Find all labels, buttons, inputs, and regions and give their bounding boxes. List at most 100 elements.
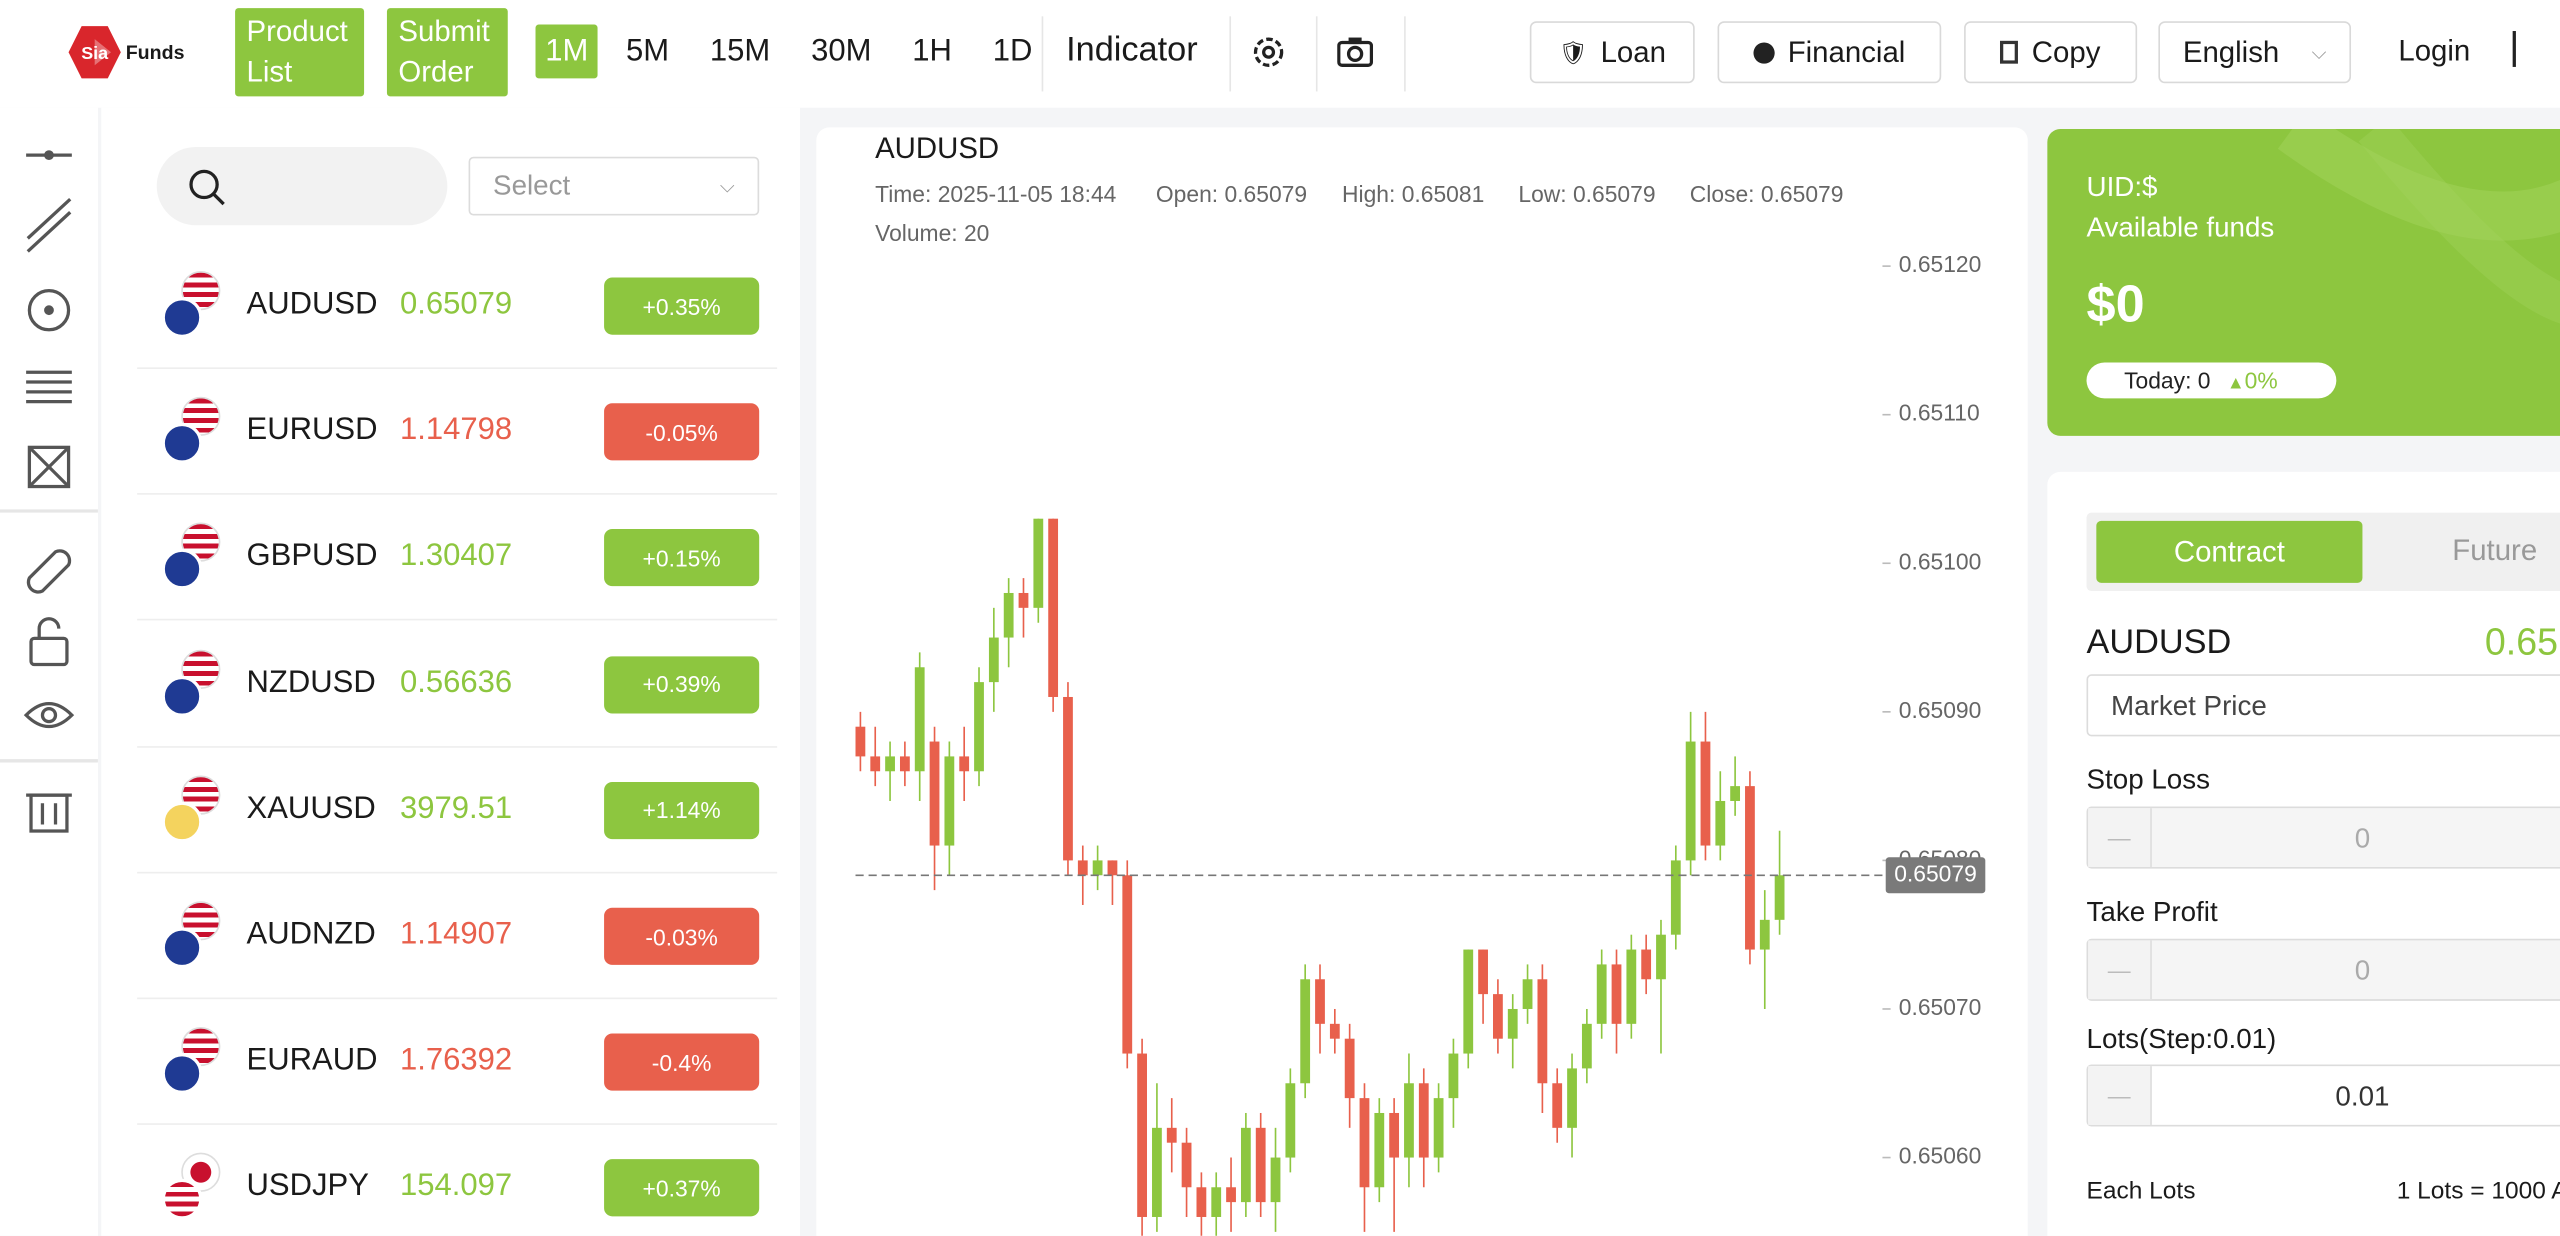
symbol-price: 1.14907 — [399, 917, 513, 952]
y-tick-label: 0.65060 — [1899, 1143, 1982, 1169]
tool-trend-line[interactable] — [26, 197, 72, 253]
loan-button[interactable]: 🛡 Loan — [1529, 21, 1695, 84]
timeframe[interactable]: 5M — [625, 34, 670, 69]
symbol-price: 1.76392 — [399, 1043, 513, 1078]
tool-fib[interactable] — [26, 370, 72, 404]
symbol-name[interactable]: XAUUSD — [246, 791, 376, 826]
settings-icon[interactable] — [1251, 34, 1287, 70]
flag-pair — [161, 397, 224, 466]
candle-body — [1285, 1083, 1296, 1158]
y-tick-label: 0.65090 — [1899, 697, 1982, 723]
each-lots-value: 1 Lots = 1000 A — [2396, 1177, 2560, 1205]
candle-body — [1700, 741, 1711, 846]
minus-button[interactable]: — — [2088, 808, 2152, 867]
tool-delete[interactable] — [26, 793, 72, 833]
symbol-name[interactable]: AUDNZD — [246, 917, 376, 952]
symbol-price: 1.30407 — [399, 539, 513, 574]
stepper-input[interactable]: —0 — [2086, 938, 2560, 1001]
stepper-input[interactable]: —0 — [2086, 806, 2560, 869]
separator — [1404, 16, 1406, 92]
flag — [161, 297, 203, 338]
candle-body — [1226, 1187, 1236, 1203]
candle-body — [1077, 860, 1088, 876]
timeframe[interactable]: 30M — [811, 34, 872, 69]
symbol-name[interactable]: USDJPY — [246, 1169, 369, 1204]
change-badge: -0.05% — [604, 403, 760, 461]
nav-button[interactable]: Submit Order — [386, 8, 508, 97]
tab-active[interactable]: Contract — [2096, 520, 2363, 583]
candle-body — [1107, 860, 1118, 876]
minus-button[interactable]: — — [2088, 1066, 2152, 1125]
y-tick-label: 0.65120 — [1899, 251, 1982, 277]
tool-horizontal-line[interactable] — [26, 150, 72, 160]
last-price-box — [1885, 857, 1986, 894]
tool-pattern[interactable] — [27, 445, 71, 489]
candle-body — [1166, 1127, 1177, 1143]
financial-button[interactable]: Financial — [1717, 21, 1942, 84]
candle-body — [1641, 949, 1652, 980]
card-decoration — [2277, 128, 2560, 324]
tool-visibility[interactable] — [23, 702, 75, 729]
button-label: Financial — [1787, 35, 1906, 68]
symbol-name[interactable]: GBPUSD — [246, 539, 378, 574]
flag — [161, 801, 203, 843]
flag — [161, 1053, 203, 1095]
symbol-price: 0.65079 — [399, 287, 513, 322]
candle-body — [1003, 592, 1014, 638]
button-label: Loan — [1600, 35, 1666, 68]
change-badge: -0.4% — [604, 1033, 760, 1091]
last-price-label: 0.65079 — [1894, 860, 1977, 886]
candle-body — [1745, 786, 1755, 950]
flag-pair — [161, 1027, 224, 1096]
icon: 🛡 — [1558, 38, 1588, 65]
separator — [1229, 16, 1232, 92]
tool-circle[interactable] — [27, 288, 71, 332]
watchlist: Select ⌵ AUDUSD 0.65079 +0.35% EURUSD 1.14798… — [101, 107, 800, 1236]
minus-button[interactable]: — — [2088, 940, 2152, 1000]
uid: UID:$ — [2086, 171, 2158, 203]
timeframe[interactable]: 1H — [912, 34, 952, 69]
candle-body — [1596, 964, 1607, 1024]
symbol-name[interactable]: AUDUSD — [246, 287, 378, 322]
symbol-name[interactable]: EURUSD — [246, 413, 378, 448]
tab[interactable]: Future — [2452, 533, 2538, 567]
indicator-button[interactable]: Indicator — [1066, 31, 1198, 69]
timeframe[interactable]: 15M — [709, 34, 771, 69]
ohlc-info: Low: 0.65079 — [1518, 181, 1655, 207]
drawing-toolbar — [0, 107, 98, 1236]
symbol-name[interactable]: EURAUD — [246, 1043, 378, 1078]
tool-lock[interactable] — [29, 617, 69, 667]
up-arrow: ▲ — [2226, 373, 2245, 394]
language-select[interactable]: English ⌵ — [2158, 21, 2352, 84]
candle-body — [1063, 696, 1073, 861]
today-change: ▲0% — [2227, 367, 2278, 393]
flag-pair — [161, 901, 224, 970]
category-select[interactable]: Select ⌵ — [468, 156, 760, 216]
change-badge: -0.03% — [604, 907, 760, 965]
timeframe[interactable]: 1M — [535, 24, 599, 79]
copy-button[interactable]: Copy — [1964, 21, 2138, 84]
candle-body — [1092, 860, 1103, 876]
tool-magnet[interactable] — [26, 549, 72, 594]
camera-icon[interactable] — [1337, 36, 1374, 69]
candle-body — [1670, 860, 1681, 935]
candle-body — [944, 756, 955, 846]
symbol-name[interactable]: NZDUSD — [246, 665, 376, 700]
stepper-input[interactable]: — 0.01 — [2086, 1064, 2560, 1127]
balance: $0 — [2086, 274, 2145, 334]
logo-text: Sia — [81, 43, 109, 63]
row-divider — [137, 619, 778, 622]
field-label: Lots(Step:0.01) — [2086, 1023, 2277, 1055]
nav-button[interactable]: Product List — [235, 8, 365, 97]
search-box[interactable] — [156, 146, 448, 226]
field-label: Take Profit — [2086, 896, 2218, 928]
login-link[interactable]: Login — [2398, 34, 2471, 67]
order-type-select[interactable]: Market Price — [2086, 674, 2560, 737]
timeframe[interactable]: 1D — [992, 34, 1033, 69]
candle-body — [1774, 875, 1785, 920]
candle-body — [1122, 875, 1133, 1054]
candle-body — [1196, 1187, 1207, 1217]
symbol-price: 0.56636 — [399, 665, 513, 700]
